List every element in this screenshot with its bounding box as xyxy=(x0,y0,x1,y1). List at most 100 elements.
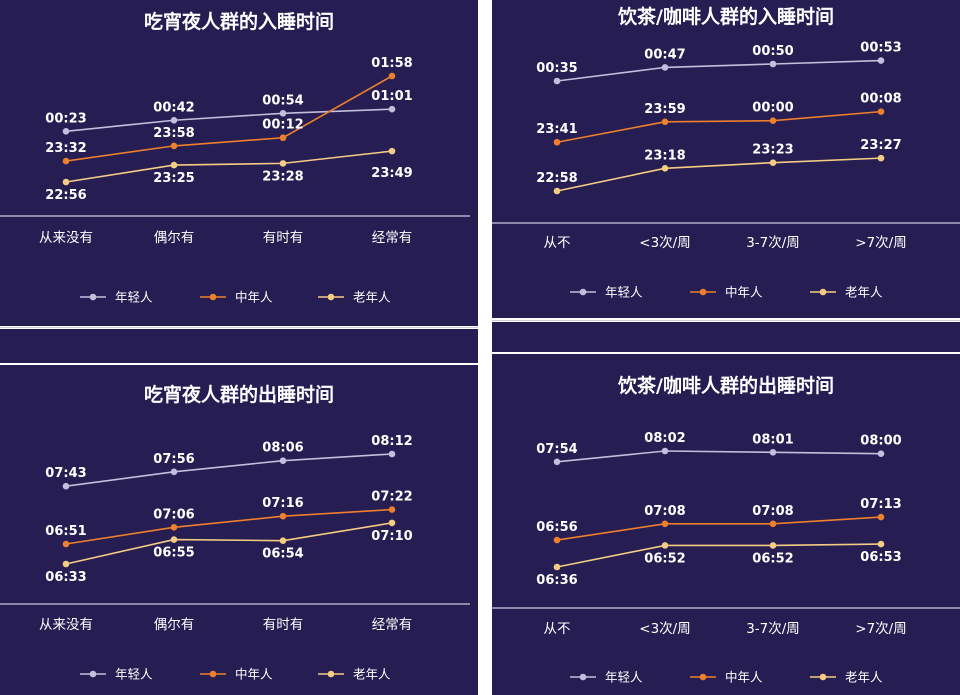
legend-marker xyxy=(699,673,707,681)
data-label: 23:28 xyxy=(262,169,303,184)
data-label: 07:16 xyxy=(262,496,303,511)
data-label: 23:23 xyxy=(752,143,793,158)
data-point xyxy=(769,117,777,124)
panel-tea-waketime: 饮茶/咖啡人群的出睡时间 07:54 08:02 08:01 08:00 06:56 07… xyxy=(492,354,960,695)
chart-title: 饮茶/咖啡人群的出睡时间 xyxy=(618,375,834,397)
data-point xyxy=(553,536,561,544)
data-point xyxy=(661,64,669,71)
data-point xyxy=(62,540,70,548)
chart-snack-bedtime: 00:23 00:42 00:54 01:01 23:32 23:58 00:12 01:58… xyxy=(0,56,470,305)
x-tick-label: >7次/周 xyxy=(855,235,906,251)
data-point xyxy=(279,512,287,520)
legend-label: 老年人 xyxy=(845,670,883,685)
legend-label: 年轻人 xyxy=(605,670,643,685)
data-label: 07:56 xyxy=(153,452,194,467)
legend-marker xyxy=(89,670,97,678)
legend-label: 年轻人 xyxy=(115,290,153,305)
data-label: 06:51 xyxy=(45,524,86,539)
series-line-2 xyxy=(65,522,393,565)
panel-snack-bedtime: 吃宵夜人群的入睡时间 00:23 00:42 00:54 01:01 23:32 23:5… xyxy=(0,0,478,326)
data-label: 23:49 xyxy=(371,166,412,181)
data-point xyxy=(62,128,70,135)
data-label: 00:35 xyxy=(536,61,577,76)
data-label: 22:56 xyxy=(45,188,86,203)
data-point xyxy=(170,116,178,124)
x-tick-label: 从来没有 xyxy=(39,230,93,246)
data-label: 23:25 xyxy=(153,171,194,186)
x-tick-label: 从不 xyxy=(544,235,571,251)
data-point xyxy=(769,520,777,528)
legend-marker xyxy=(89,293,97,301)
data-label: 23:27 xyxy=(860,138,901,153)
data-point xyxy=(388,519,396,527)
data-point xyxy=(170,536,178,543)
data-label: 06:53 xyxy=(860,550,901,565)
legend-marker xyxy=(209,670,217,678)
chart-title: 吃宵夜人群的出睡时间 xyxy=(143,384,334,406)
legend-label: 老年人 xyxy=(353,290,391,305)
data-point xyxy=(62,157,70,165)
data-label: 06:52 xyxy=(644,551,685,566)
panel-divider xyxy=(492,320,960,321)
data-point xyxy=(877,540,885,548)
data-label: 00:54 xyxy=(262,93,303,108)
data-point xyxy=(62,482,70,490)
data-point xyxy=(661,520,669,528)
data-label: 23:59 xyxy=(644,102,685,117)
panel-snack-waketime: 吃宵夜人群的出睡时间 07:43 07:56 08:06 08:12 06:51 07:0… xyxy=(0,365,478,695)
data-point xyxy=(388,450,396,458)
data-point xyxy=(661,165,669,172)
data-label: 07:06 xyxy=(153,507,194,522)
x-tick-label: >7次/周 xyxy=(855,621,906,637)
data-point xyxy=(388,72,396,80)
chart-snack-waketime: 07:43 07:56 08:06 08:12 06:51 07:06 07:16 07:22… xyxy=(0,434,470,682)
data-label: 23:41 xyxy=(536,122,577,137)
data-point xyxy=(170,142,178,150)
data-label: 08:02 xyxy=(644,431,685,446)
series-line-0 xyxy=(65,108,393,133)
data-point xyxy=(877,108,885,115)
data-point xyxy=(877,513,885,521)
data-label: 06:56 xyxy=(536,520,577,535)
data-point xyxy=(279,537,287,544)
data-point xyxy=(661,542,669,549)
data-label: 07:22 xyxy=(371,490,412,505)
data-point xyxy=(170,161,178,169)
data-point xyxy=(279,109,287,117)
x-tick-label: 从来没有 xyxy=(39,617,93,633)
legend-marker xyxy=(699,288,707,296)
data-point xyxy=(769,159,777,166)
series-line-1 xyxy=(65,75,393,162)
data-label: 01:58 xyxy=(371,56,412,71)
legend-label: 老年人 xyxy=(353,667,391,682)
data-label: 00:12 xyxy=(262,118,303,133)
series-line-1 xyxy=(556,516,882,541)
series-line-2 xyxy=(65,150,393,183)
x-tick-label: 经常有 xyxy=(372,230,413,246)
legend-label: 中年人 xyxy=(235,667,273,682)
chart-title: 吃宵夜人群的入睡时间 xyxy=(143,11,334,33)
x-tick-label: 有时有 xyxy=(263,230,304,246)
data-label: 23:58 xyxy=(153,126,194,141)
data-label: 00:42 xyxy=(153,100,194,115)
data-point xyxy=(769,449,777,456)
data-label: 23:18 xyxy=(644,148,685,163)
data-point xyxy=(553,458,561,466)
x-tick-label: 偶尔有 xyxy=(154,617,195,633)
panel-divider xyxy=(0,327,478,328)
data-point xyxy=(553,77,561,85)
data-label: 00:08 xyxy=(860,92,901,107)
x-tick-label: 有时有 xyxy=(263,617,304,633)
data-point xyxy=(279,457,287,464)
panel-gap-left xyxy=(0,329,478,363)
series-line-1 xyxy=(556,110,882,144)
data-label: 08:01 xyxy=(752,432,793,447)
data-label: 06:52 xyxy=(752,551,793,566)
x-tick-label: 3-7次/周 xyxy=(746,621,800,637)
x-tick-label: <3次/周 xyxy=(639,621,690,637)
x-tick-label: <3次/周 xyxy=(639,235,690,251)
data-label: 23:32 xyxy=(45,141,86,156)
data-point xyxy=(388,506,396,513)
data-label: 06:55 xyxy=(153,546,194,561)
legend-marker xyxy=(579,288,587,296)
